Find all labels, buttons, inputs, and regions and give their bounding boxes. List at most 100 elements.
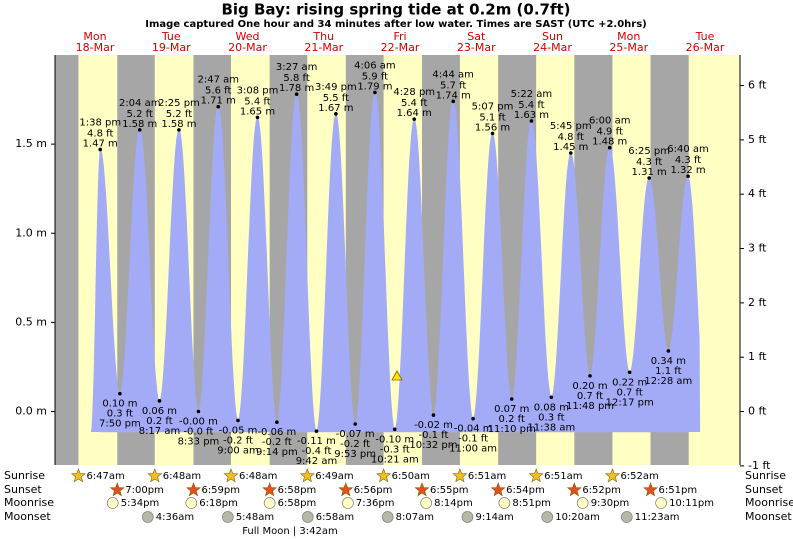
low-tide-label: 10:32 pm	[409, 440, 457, 451]
high-tide-label: 5.9 ft	[362, 71, 388, 82]
high-tide-label: 6:00 am	[589, 116, 631, 127]
high-tide-label: 5.5 ft	[323, 93, 349, 104]
high-tide-label: 6:25 pm	[628, 146, 670, 157]
tide-area	[413, 118, 434, 433]
row-label: Moonset	[4, 510, 51, 523]
sunrise-icon	[70, 468, 86, 483]
moonrise-time: 8:51pm	[512, 498, 551, 509]
moonset-time: 8:07am	[396, 512, 434, 523]
moonrise-time: 6:58pm	[278, 498, 317, 509]
tide-area	[668, 175, 689, 433]
tide-area	[354, 92, 376, 433]
tide-area	[217, 105, 239, 433]
moonrise-icon	[185, 497, 198, 509]
moonset-icon	[541, 511, 554, 523]
high-tide-label: 2:25 pm	[158, 98, 200, 109]
moonset-time: 6:58am	[316, 512, 354, 523]
moonset-time: 9:14am	[475, 512, 513, 523]
high-tide-label: 5:22 am	[511, 89, 553, 100]
y2-tick-label: 2 ft	[748, 296, 767, 309]
low-tide-label: 7:50 pm	[99, 419, 141, 430]
moonrise-time: 10:11pm	[669, 498, 714, 509]
low-tide-label: 0.10 m	[102, 399, 137, 410]
sunrise-icon	[147, 468, 163, 483]
row-label-right: Moonrise	[745, 496, 793, 509]
high-tide-label: 4.3 ft	[636, 157, 662, 168]
high-tide-label: 5.7 ft	[440, 80, 466, 91]
sunset-icon	[490, 482, 506, 497]
high-tide-label: 5.4 ft	[401, 98, 427, 109]
high-tide-label: 1.63 m	[514, 110, 549, 121]
tide-area	[119, 128, 141, 433]
low-tide-label: 10:21 am	[371, 454, 419, 465]
high-tide-point	[490, 131, 495, 136]
tide-area	[609, 146, 631, 433]
tide-area-lead	[90, 149, 101, 432]
low-tide-point	[196, 409, 201, 414]
y2-tick-label: 5 ft	[748, 133, 767, 146]
tide-area	[589, 146, 611, 433]
low-tide-point	[314, 429, 319, 433]
moonrise-icon	[576, 497, 589, 509]
high-tide-point	[98, 147, 103, 152]
low-tide-label: -0.2 ft	[262, 437, 292, 448]
high-tide-label: 4.8 ft	[558, 132, 584, 143]
high-tide-label: 1.58 m	[122, 119, 157, 130]
high-tide-label: 5.6 ft	[205, 86, 231, 97]
high-tide-label: 1.48 m	[592, 137, 627, 148]
y2-tick-label: 6 ft	[748, 79, 767, 92]
moonrise-time: 8:14pm	[434, 498, 473, 509]
low-tide-point	[431, 413, 436, 417]
sunset-icon	[185, 482, 201, 497]
sunset-time: 6:56pm	[354, 485, 393, 496]
chart-subtitle: Image captured One hour and 34 minutes a…	[145, 19, 647, 30]
tide-area	[316, 112, 337, 433]
tide-area	[472, 132, 493, 433]
tide-area	[433, 100, 454, 433]
low-tide-label: -0.02 m	[414, 420, 453, 431]
day-name: Mon	[617, 30, 640, 43]
high-tide-label: 1.79 m	[357, 81, 392, 92]
moonset-time: 11:23am	[635, 512, 680, 523]
moonset-time: 10:20am	[555, 512, 600, 523]
sunset-time: 6:58pm	[278, 485, 317, 496]
y2-tick-label: 0 ft	[748, 405, 767, 418]
low-tide-label: 0.3 ft	[107, 409, 133, 420]
sunset-time: 6:51pm	[659, 485, 698, 496]
row-label-right: Sunset	[745, 483, 783, 496]
low-tide-label: -0.06 m	[257, 427, 296, 438]
day-date: 21-Mar	[304, 41, 343, 54]
sunset-icon	[414, 482, 430, 497]
high-tide-label: 4.3 ft	[675, 155, 701, 166]
high-tide-label: 3:08 pm	[237, 85, 279, 96]
high-tide-point	[177, 128, 181, 132]
tide-area	[531, 120, 552, 433]
sunrise-time: 6:51am	[468, 471, 506, 482]
high-tide-point	[529, 119, 534, 123]
low-tide-label: 0.07 m	[494, 404, 529, 415]
day-name: Sat	[467, 30, 486, 43]
sunrise-time: 6:48am	[163, 471, 201, 482]
low-tide-label: -0.10 m	[375, 434, 414, 445]
day-date: 20-Mar	[228, 41, 267, 54]
tide-area	[335, 112, 356, 433]
high-tide-label: 1.31 m	[632, 167, 667, 178]
low-tide-point	[157, 399, 162, 403]
high-tide-label: 1.67 m	[318, 103, 353, 114]
tide-area	[276, 93, 297, 433]
high-tide-label: 3:49 pm	[315, 82, 357, 93]
moonrise-icon	[342, 497, 354, 509]
tide-area	[198, 105, 219, 433]
high-tide-point	[451, 99, 455, 104]
tide-area	[99, 148, 121, 433]
high-tide-label: 3:27 am	[276, 62, 318, 73]
current-time-marker	[391, 370, 403, 381]
row-label: Sunset	[4, 483, 42, 496]
low-tide-label: -0.1 ft	[458, 434, 488, 445]
day-date: 23-Mar	[457, 41, 496, 54]
moonset-time: 4:36am	[156, 512, 194, 523]
low-tide-point	[275, 420, 279, 425]
y2-tick-label: 4 ft	[748, 187, 767, 200]
y-tick-label: 0.0 m	[15, 405, 47, 418]
low-tide-label: -0.2 ft	[223, 435, 253, 446]
